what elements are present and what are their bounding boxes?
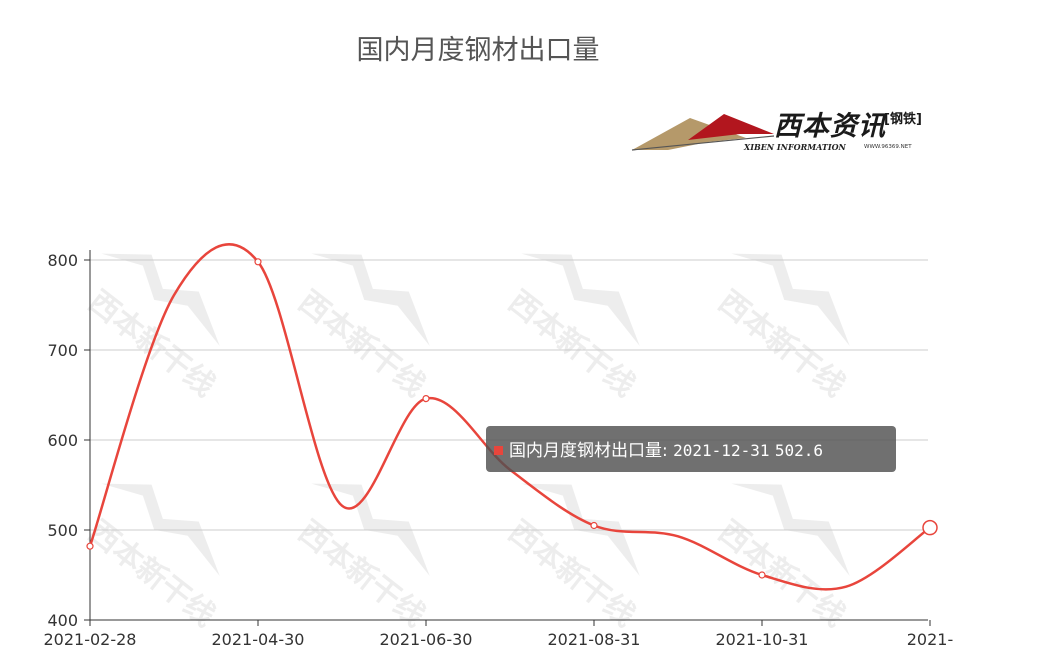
y-tick-label: 400 xyxy=(47,611,78,630)
logo-wordmark: 西本资讯 xyxy=(774,111,886,142)
xiben-logo: 西本资讯 [钢铁] XIBEN INFORMATION WWW.96369.NE… xyxy=(628,104,928,156)
watermark-logo-icon: 西本新干线 xyxy=(502,483,641,634)
watermark-logo-icon: 西本新干线 xyxy=(82,483,221,634)
watermark-logo-icon: 西本新干线 xyxy=(712,483,851,634)
y-tick-label: 500 xyxy=(47,521,78,540)
watermark-logo-icon: 西本新干线 xyxy=(712,253,851,404)
data-point xyxy=(758,571,766,579)
mountain-logo-icon xyxy=(631,114,775,151)
y-tick-label: 700 xyxy=(47,341,78,360)
y-tick-label: 800 xyxy=(47,251,78,270)
logo-url: WWW.96369.NET xyxy=(864,144,912,150)
chart-tooltip: 国内月度钢材出口量: 2021-12-31 502.6 xyxy=(486,426,896,472)
x-tick-label: 2021-04-30 xyxy=(212,630,305,649)
tooltip-separator: : xyxy=(662,441,668,461)
x-tick-label: 2021-06-30 xyxy=(380,630,473,649)
watermark-logo-icon: 西本新干线 xyxy=(502,253,641,404)
watermark-logo-icon: 西本新干线 xyxy=(82,253,221,404)
data-point xyxy=(422,395,430,403)
x-tick-label: 2021-08-31 xyxy=(548,630,641,649)
tooltip-series-label: 国内月度钢材出口量 xyxy=(509,441,662,461)
data-point xyxy=(590,521,598,530)
watermark-logo-icon: 西本新干线 xyxy=(292,483,431,634)
series-color-marker xyxy=(494,446,503,455)
watermark-logo-icon: 西本新干线 xyxy=(292,253,431,404)
tooltip-date: 2021-12-31 xyxy=(673,441,770,460)
highlighted-data-point xyxy=(922,519,938,536)
data-point xyxy=(254,258,262,266)
logo-badge: [钢铁] xyxy=(884,112,922,127)
logo-subtitle: XIBEN INFORMATION xyxy=(744,142,846,152)
x-tick-label: 2021-10-31 xyxy=(716,630,809,649)
x-tick-label: 2021- xyxy=(907,630,954,649)
chart-title: 国内月度钢材出口量 xyxy=(356,35,600,66)
x-tick-label: 2021-02-28 xyxy=(44,630,137,649)
tooltip-value: 502.6 xyxy=(774,441,824,460)
data-point xyxy=(86,542,94,550)
y-tick-label: 600 xyxy=(47,431,78,450)
